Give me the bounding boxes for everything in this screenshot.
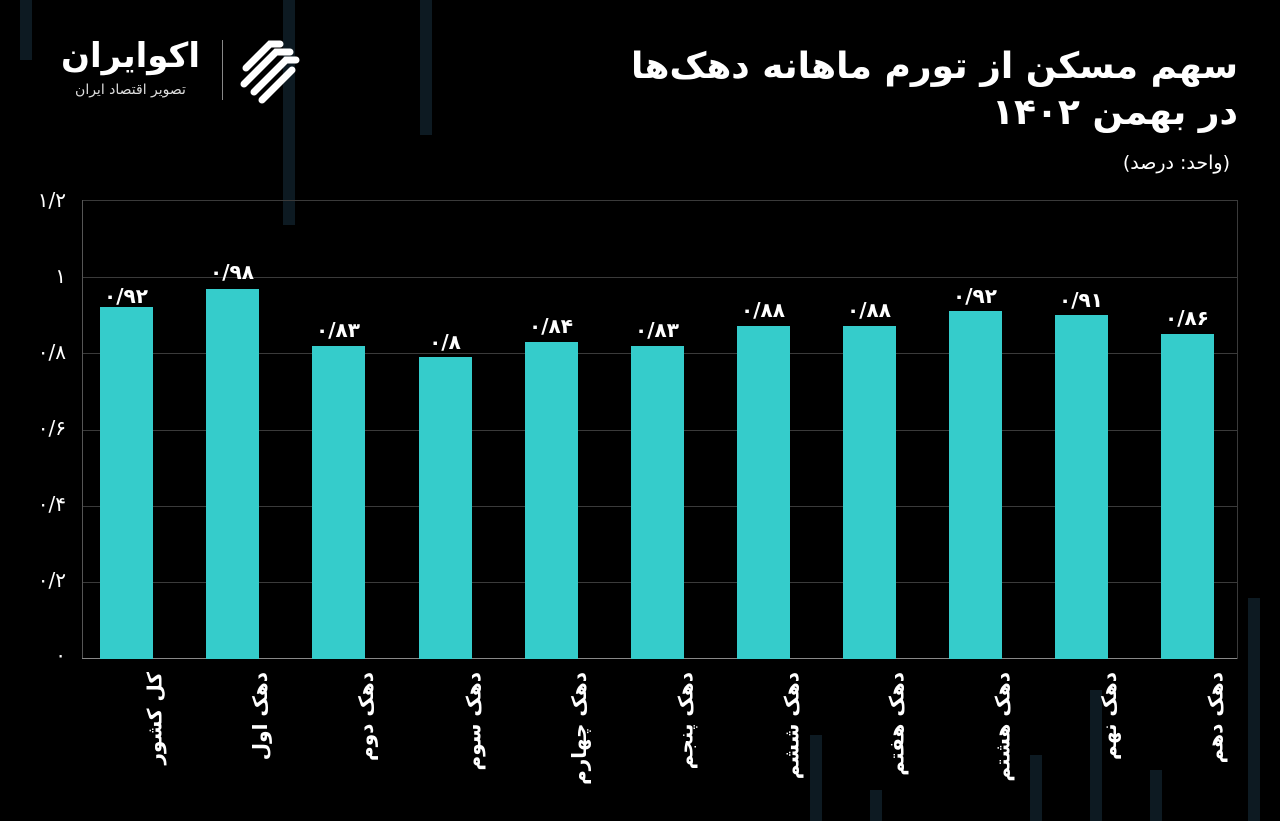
bar-dahak-6 — [737, 326, 790, 659]
title-line-2: در بهمن ۱۴۰۲ — [992, 92, 1238, 133]
background-decoration — [1248, 598, 1260, 821]
bar-value-label: ۰/۸۳ — [635, 318, 679, 342]
x-label-dahak-5: دهک پنجم — [673, 672, 697, 770]
y-tick: ۱ — [55, 264, 66, 288]
background-decoration — [1030, 755, 1042, 821]
logo-name: اکوایران — [61, 36, 200, 76]
bar-value-label: ۰/۸۸ — [847, 298, 891, 322]
bar-dahak-8 — [949, 311, 1002, 659]
x-label-dahak-7: دهک هفتم — [885, 672, 909, 776]
x-label-dahak-4: دهک چهارم — [567, 672, 591, 785]
bar-dahak-7 — [843, 326, 896, 659]
x-label-dahak-3: دهک سوم — [461, 672, 485, 771]
y-axis-line — [82, 200, 83, 659]
logo-divider — [222, 40, 223, 100]
unit-label: (واحد: درصد) — [1122, 152, 1230, 174]
bar-dahak-10 — [1161, 334, 1214, 659]
x-label-dahak-1: دهک اول — [248, 672, 272, 761]
bar-value-label: ۰/۸۳ — [316, 318, 360, 342]
chart-title: سهم مسکن از تورم ماهانه دهک‌ها در بهمن ۱… — [438, 44, 1238, 136]
background-decoration — [810, 735, 822, 821]
bar-value-label: ۰/۸۴ — [529, 314, 573, 338]
x-label-kol-keshvar: کل کشور — [142, 672, 166, 765]
bar-value-label: ۰/۹۲ — [104, 284, 148, 308]
logo-subtitle: تصویر اقتصاد ایران — [75, 82, 186, 98]
bar-kol-keshvar — [100, 307, 153, 659]
y-tick: ۰/۸ — [37, 340, 66, 364]
background-decoration — [1150, 770, 1162, 821]
bar-dahak-1 — [206, 289, 259, 659]
bar-dahak-2 — [312, 346, 365, 659]
bar-dahak-9 — [1055, 315, 1108, 659]
x-label-dahak-6: دهک ششم — [779, 672, 803, 780]
bar-value-label: ۰/۹۲ — [953, 284, 997, 308]
bar-dahak-5 — [631, 346, 684, 659]
background-decoration — [283, 0, 295, 225]
y-tick: ۰/۴ — [37, 492, 66, 516]
bar-dahak-4 — [525, 342, 578, 659]
plot-area: ۰/۹۲ ۰/۹۸ ۰/۸۳ ۰/۸ ۰/۸۴ ۰/۸۳ ۰/۸۸ ۰/۸۸ ۰… — [82, 200, 1238, 659]
x-label-dahak-10: دهک دهم — [1203, 672, 1227, 764]
bar-value-label: ۰/۹۱ — [1059, 288, 1103, 312]
bar-value-label: ۰/۸۶ — [1165, 306, 1209, 330]
gridline-right-edge — [1237, 200, 1238, 659]
bar-value-label: ۰/۹۸ — [210, 260, 254, 284]
bar-dahak-3 — [419, 357, 472, 659]
x-label-dahak-8: دهک هشتم — [991, 672, 1015, 782]
title-line-1: سهم مسکن از تورم ماهانه دهک‌ها — [631, 46, 1238, 87]
x-label-dahak-9: دهک نهم — [1097, 672, 1121, 760]
bar-value-label: ۰/۸ — [429, 330, 461, 354]
bar-value-label: ۰/۸۸ — [741, 298, 785, 322]
gridline — [82, 277, 1238, 278]
y-tick: ۰/۲ — [37, 568, 66, 592]
background-decoration — [1090, 690, 1102, 821]
x-label-dahak-2: دهک دوم — [354, 672, 378, 761]
gridline — [82, 200, 1238, 201]
ecoiran-logo-icon — [240, 40, 300, 104]
background-decoration — [870, 790, 882, 821]
y-tick: ۰/۶ — [37, 416, 66, 440]
y-tick: ۱/۲ — [37, 188, 66, 212]
y-tick: ۰ — [55, 643, 66, 667]
background-decoration — [20, 0, 32, 60]
background-decoration — [420, 0, 432, 135]
